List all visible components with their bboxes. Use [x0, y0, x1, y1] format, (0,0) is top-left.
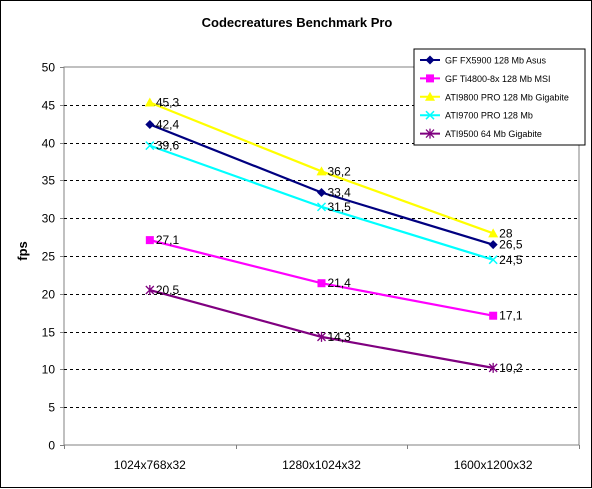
- legend-marker: [425, 91, 435, 101]
- data-label: 17,1: [499, 309, 523, 323]
- legend-item: ATI9500 64 Mb Gigabite: [420, 128, 542, 139]
- data-label: 21,4: [328, 276, 352, 290]
- series-1: 42,4 33,4 26,5: [145, 117, 523, 252]
- data-point: [317, 279, 326, 288]
- data-point: [316, 202, 327, 212]
- data-label: 28: [499, 226, 513, 240]
- y-tick-label: 45: [42, 99, 56, 113]
- legend-label: GF Ti4800-8x 128 Mb MSI: [445, 74, 551, 84]
- data-point: [145, 141, 155, 151]
- y-tick-label: 15: [42, 326, 56, 340]
- y-tick-label: 20: [42, 288, 56, 302]
- data-point: [144, 97, 155, 107]
- series-5: 20,5 14,3 10,2: [145, 283, 523, 375]
- data-label: 24,5: [499, 253, 523, 267]
- data-point: [488, 362, 498, 373]
- data-point: [317, 187, 326, 197]
- y-tick-label: 0: [48, 439, 55, 453]
- data-point: [317, 331, 326, 342]
- legend-label: ATI9700 PRO 128 Mb: [445, 111, 533, 121]
- data-label: 20,5: [156, 283, 180, 297]
- legend-item: GF FX5900 128 Mb Asus: [420, 55, 547, 66]
- data-label: 14,3: [328, 330, 352, 344]
- data-label: 39,6: [156, 139, 180, 153]
- legend-item: ATI9700 PRO 128 Mb: [420, 110, 533, 121]
- legend-label: ATI9800 PRO 128 Mb Gigabite: [445, 92, 569, 102]
- y-tick-label: 40: [42, 137, 56, 151]
- data-label: 36,2: [328, 164, 352, 178]
- data-point: [145, 285, 155, 296]
- legend-marker: [425, 55, 435, 65]
- y-tick-label: 30: [42, 212, 56, 226]
- y-tick-label: 35: [42, 174, 56, 188]
- data-point: [316, 166, 327, 176]
- data-label: 31,5: [328, 200, 352, 214]
- data-label: 26,5: [499, 238, 523, 252]
- y-tick-label: 10: [42, 363, 56, 377]
- y-tick-label: 50: [42, 61, 56, 75]
- data-label: 42,4: [156, 117, 180, 131]
- series-2: 27,1 21,4 17,1: [145, 233, 523, 323]
- legend-marker: [425, 110, 435, 120]
- legend-marker: [425, 128, 435, 139]
- legend-item: GF Ti4800-8x 128 Mb MSI: [420, 74, 551, 84]
- x-tick-label: 1280x1024x32: [282, 458, 361, 472]
- y-tick-label: 25: [42, 250, 56, 264]
- data-label: 10,2: [499, 361, 523, 375]
- legend-marker: [426, 74, 434, 83]
- series-3: 45,3 36,2 28: [144, 96, 513, 240]
- legend-box: [413, 48, 586, 146]
- x-tick-label: 1600x1200x32: [454, 458, 533, 472]
- data-point: [488, 228, 499, 238]
- legend-item: ATI9800 PRO 128 Mb Gigabite: [420, 91, 569, 102]
- chart-title: Codecreatures Benchmark Pro: [202, 15, 393, 30]
- legend-label: ATI9500 64 Mb Gigabite: [445, 129, 542, 139]
- data-point: [489, 311, 498, 320]
- y-axis-label: fps: [15, 241, 30, 261]
- data-label: 45,3: [156, 96, 180, 110]
- y-tick-label: 5: [48, 401, 55, 415]
- data-point: [145, 236, 154, 245]
- data-label: 27,1: [156, 233, 180, 247]
- legend-label: GF FX5900 128 Mb Asus: [445, 56, 547, 66]
- data-label: 33,4: [328, 185, 352, 199]
- data-point: [488, 255, 498, 265]
- data-point: [488, 240, 498, 250]
- data-point: [145, 119, 155, 129]
- legend: GF FX5900 128 Mb Asus GF Ti4800-8x 128 Mb…: [413, 48, 586, 146]
- series-4: 39,6 31,5 24,5: [145, 139, 523, 267]
- x-tick-label: 1024x768x32: [114, 458, 186, 472]
